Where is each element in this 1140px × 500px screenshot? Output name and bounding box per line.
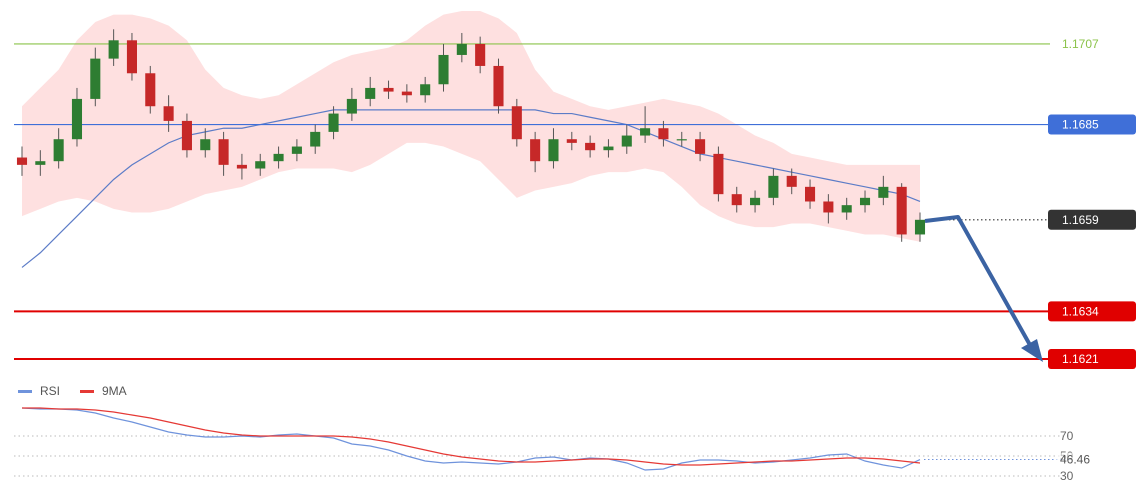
candle-body (401, 91, 412, 96)
candle-body (71, 98, 83, 140)
candle-body (273, 153, 284, 162)
legend-swatch (80, 390, 94, 393)
last-value-label: 46.46 (1060, 453, 1090, 467)
candle-body (603, 146, 614, 151)
candle-body (548, 139, 559, 162)
candle-body (145, 73, 156, 107)
candle-body (530, 139, 541, 162)
price-label-box (1048, 349, 1136, 370)
candle-body (750, 197, 761, 206)
candle-body (53, 139, 64, 162)
candle-body (493, 65, 504, 107)
candle-body (456, 43, 467, 55)
candle-body (658, 128, 669, 140)
candle-body (475, 43, 486, 66)
candle-body (896, 186, 907, 235)
forecast-line (924, 215, 1032, 346)
candle-body (420, 84, 431, 96)
candle-body (181, 120, 192, 151)
candle-body (695, 139, 706, 154)
candle-body (511, 106, 522, 140)
candle-body (859, 197, 871, 206)
price-label-box (1048, 301, 1136, 322)
legend-label: 9MA (102, 384, 127, 398)
candle-body (236, 164, 247, 169)
price-label: 1.1634 (1062, 305, 1099, 319)
candle-body (16, 157, 28, 165)
candle-body (621, 135, 632, 147)
candle-body (823, 201, 834, 213)
y-tick-label: 30 (1060, 469, 1074, 483)
moving-average (21, 109, 921, 268)
candle-body (346, 98, 357, 114)
forecast-arrow (924, 215, 1043, 362)
candle-body (108, 40, 119, 59)
candle-body (126, 40, 137, 74)
price-label: 1.1707 (1062, 37, 1099, 51)
y-tick-label: 70 (1060, 429, 1074, 443)
candle-body (438, 54, 449, 85)
candle-body (676, 139, 687, 141)
candle-body (255, 161, 266, 169)
candle-body (328, 113, 339, 132)
candle-body (786, 175, 797, 187)
candle-body (566, 139, 577, 143)
candle-body (218, 139, 229, 165)
price-label: 1.1621 (1062, 352, 1099, 366)
candle-body (200, 139, 211, 151)
indicator-line (21, 407, 921, 471)
candle-body (768, 175, 779, 198)
candle-body (640, 128, 651, 136)
price-label: 1.1685 (1062, 118, 1099, 132)
candle-body (805, 186, 816, 202)
candle-body (914, 219, 926, 235)
price-label: 1.1659 (1062, 213, 1099, 227)
candle-body (90, 58, 101, 99)
legend-label: RSI (40, 384, 60, 398)
last-value-bg (1056, 452, 1100, 467)
candle-body (383, 87, 394, 92)
candle-body (878, 186, 889, 198)
price-label-box (1048, 114, 1136, 135)
candle-body (365, 87, 376, 99)
candle-body (585, 142, 596, 151)
indicator-line (22, 407, 921, 466)
legend-swatch (18, 390, 32, 393)
candle-body (291, 146, 302, 154)
candle-body (35, 161, 46, 165)
candle-body (731, 194, 742, 206)
price-label-box (1048, 209, 1136, 230)
candle-body (713, 153, 724, 195)
candle-body (841, 205, 852, 213)
arrow-head (1021, 339, 1043, 362)
candle-body (163, 106, 174, 121)
candle-body (310, 131, 321, 147)
bollinger-band (22, 10, 920, 242)
